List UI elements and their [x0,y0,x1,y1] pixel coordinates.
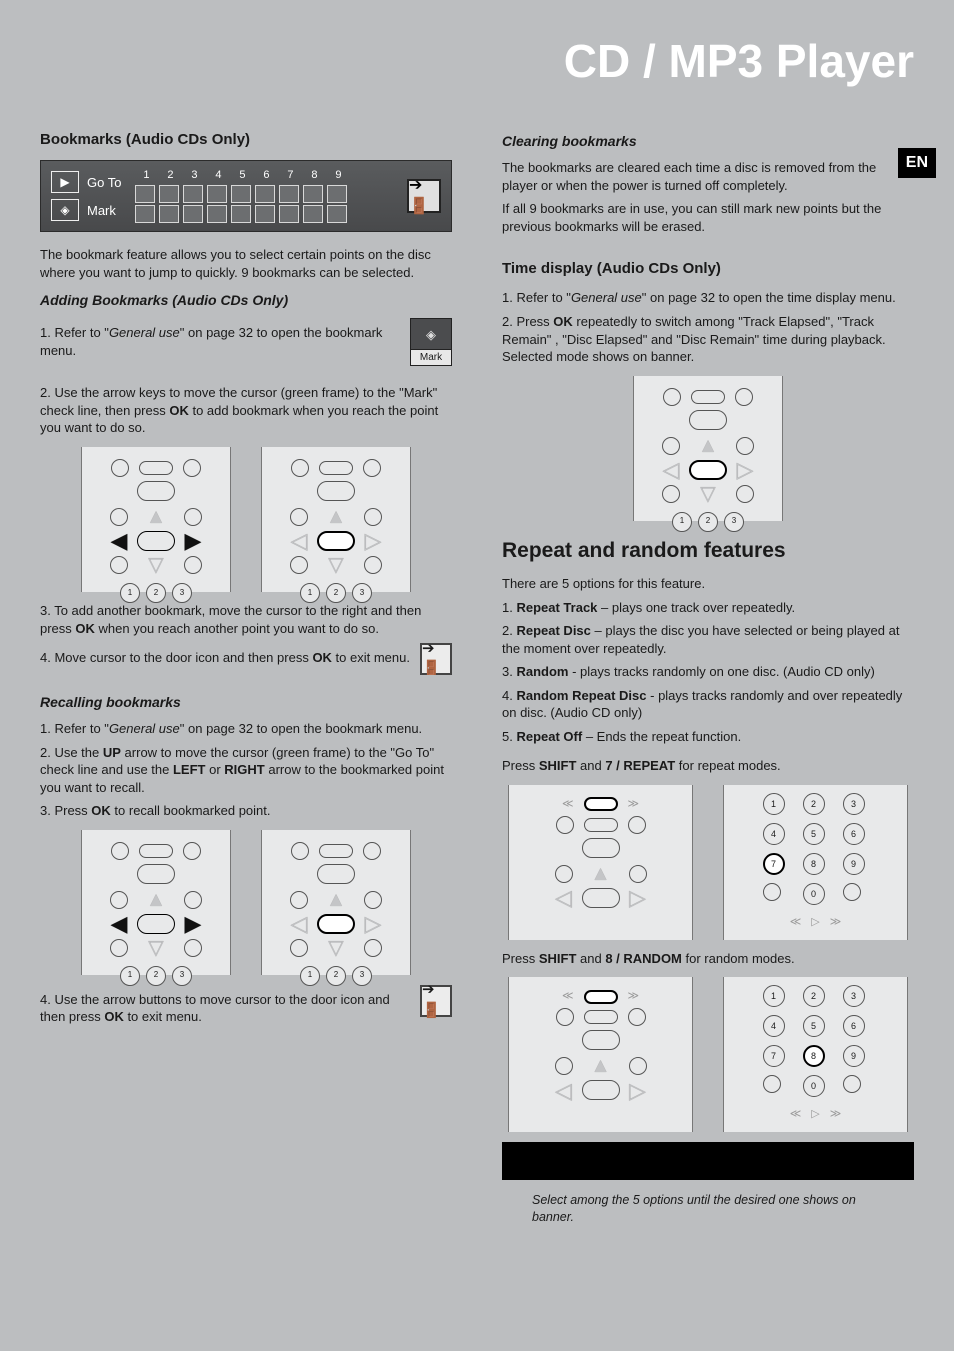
adding-step-2: 2. Use the arrow keys to move the cursor… [40,384,452,437]
time-step-1: 1. Refer to "General use" on page 32 to … [502,289,914,307]
time-step-2: 2. Press OK repeatedly to switch among "… [502,313,914,366]
adding-step-3: 3. To add another bookmark, move the cur… [40,602,452,637]
page-title: CD / MP3 Player [40,30,914,92]
recall-step-1: 1. Refer to "General use" on page 32 to … [40,720,452,738]
repeat-opt-2: 2. Repeat Disc – plays the disc you have… [502,622,914,657]
repeat-opt-5: 5. Repeat Off – Ends the repeat function… [502,728,914,746]
clearing-text-2: If all 9 bookmarks are in use, you can s… [502,200,914,235]
door-exit-icon: ➔🚪 [420,643,452,675]
repeat-opt-3: 3. Random - plays tracks randomly on one… [502,663,914,681]
bookmark-display-panel: ▶ Go To ◈ Mark 123456789 [40,160,452,232]
exit-icon: ➔🚪 [407,179,441,213]
door-exit-icon-2: ➔🚪 [420,985,452,1017]
mark-icon: ◈ [51,199,79,221]
repeat-opt-1: 1. Repeat Track – plays one track over r… [502,599,914,617]
remote-diagram-random: ≪≫ ▲ ◁▷ 123 456 789 0 ≪▷≫ [502,977,914,1132]
mark-label: Mark [87,202,116,220]
heading-repeat-random: Repeat and random features [502,537,914,565]
adding-step-1: 1. Refer to "General use" on page 32 to … [40,324,452,359]
intro-text: The bookmark feature allows you to selec… [40,246,452,281]
left-column: Bookmarks (Audio CDs Only) ▶ Go To ◈ Mar… [40,122,452,1341]
adding-step-4: 4. Move cursor to the door icon and then… [40,649,452,667]
language-badge: EN [898,148,936,178]
tip-text: Select among the 5 options until the des… [502,1180,914,1230]
remote-diagram-adding: ▲ ◀▶ ▽ 123 ▲ ◁▷ ▽ 123 [40,447,452,592]
tip-header-bar [502,1142,914,1180]
recall-step-4: 4. Use the arrow buttons to move cursor … [40,991,452,1026]
goto-boxes [135,185,393,203]
goto-label: Go To [87,174,121,192]
recall-step-2: 2. Use the UP arrow to move the cursor (… [40,744,452,797]
heading-recalling: Recalling bookmarks [40,693,452,712]
mark-boxes [135,205,393,223]
recall-step-3: 3. Press OK to recall bookmarked point. [40,802,452,820]
heading-adding: Adding Bookmarks (Audio CDs Only) [40,291,452,310]
press-random: Press SHIFT and 8 / RANDOM for random mo… [502,950,914,968]
press-repeat: Press SHIFT and 7 / REPEAT for repeat mo… [502,757,914,775]
remote-diagram-repeat: ≪≫ ▲ ◁▷ 123 456 789 0 ≪▷≫ [502,785,914,940]
heading-timedisplay: Time display (Audio CDs Only) [502,259,914,279]
clearing-text-1: The bookmarks are cleared each time a di… [502,159,914,194]
heading-clearing: Clearing bookmarks [502,132,914,151]
goto-icon: ▶ [51,171,79,193]
right-column: Clearing bookmarks The bookmarks are cle… [502,122,914,1341]
repeat-intro: There are 5 options for this feature. [502,575,914,593]
repeat-opt-4: 4. Random Repeat Disc - plays tracks ran… [502,687,914,722]
remote-diagram-recalling: ▲ ◀▶ ▽ 123 ▲ ◁▷ ▽ 123 [40,830,452,975]
heading-bookmarks: Bookmarks (Audio CDs Only) [40,130,452,150]
remote-diagram-time: ▲ ◁▷ ▽ 123 [502,376,914,521]
bookmark-numbers: 123456789 [135,168,393,183]
mark-icon-thumbnail: ◈ Mark [410,318,452,366]
